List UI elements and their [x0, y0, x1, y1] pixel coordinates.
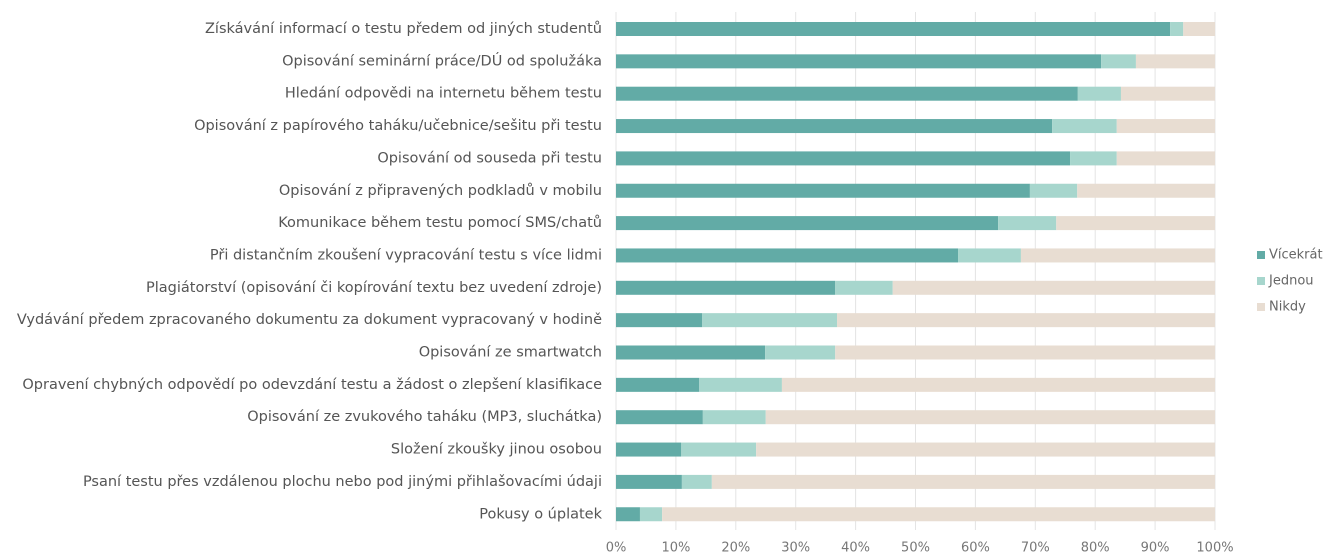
y-tick-label: Pokusy o úplatek [479, 506, 602, 522]
bar-segment [662, 507, 1215, 522]
bar-segment [998, 216, 1057, 231]
y-tick-label: Složení zkoušky jinou osobou [391, 442, 602, 458]
bar-segment [616, 183, 1030, 198]
bar-segment [1120, 86, 1215, 101]
bar-segment [639, 507, 663, 522]
bar-segment [616, 151, 1071, 166]
bar-segment [1077, 183, 1215, 198]
bar-segment [1116, 151, 1215, 166]
y-tick-label: Psaní testu přes vzdálenou plochu nebo p… [83, 474, 602, 490]
bar-segment [616, 86, 1078, 101]
bar-segment [702, 410, 766, 425]
y-tick-label: Opisování ze zvukového taháku (MP3, sluc… [247, 409, 602, 425]
bar-segment [616, 377, 700, 392]
bar-segment [1070, 151, 1117, 166]
x-tick-label: 20% [721, 541, 750, 554]
bar-segment [835, 280, 893, 295]
bar-segment [616, 119, 1053, 134]
bar-segment [756, 442, 1215, 457]
bar-segment [892, 280, 1215, 295]
bar-segment [616, 313, 703, 328]
x-tick-label: 80% [1081, 541, 1110, 554]
y-tick-label: Vydávání předem zpracovaného dokumentu z… [17, 312, 602, 328]
y-tick-label: Při distančním zkoušení vypracování test… [210, 247, 602, 263]
bar-segment [1029, 183, 1078, 198]
bar-segment [616, 248, 959, 263]
bar-segment [765, 410, 1215, 425]
bar-segment [1056, 216, 1215, 231]
bar-segment [1020, 248, 1215, 263]
bar-segment [616, 474, 682, 489]
y-tick-label: Opisování od souseda při testu [377, 150, 602, 166]
bar-segment [711, 474, 1215, 489]
bar-segment [781, 377, 1215, 392]
bar-segment [681, 442, 757, 457]
y-tick-label: Komunikace během testu pomocí SMS/chatů [278, 215, 602, 231]
bar-segment [765, 345, 836, 360]
legend-label: Jednou [1268, 274, 1314, 289]
bar-segment [958, 248, 1021, 263]
y-tick-label: Opravení chybných odpovědí po odevzdání … [22, 377, 602, 393]
y-tick-label: Opisování z připravených podkladů v mobi… [279, 183, 602, 199]
bar-segment [616, 280, 836, 295]
bar-segment [699, 377, 782, 392]
legend-swatch [1257, 251, 1265, 259]
bar-segment [1135, 54, 1215, 69]
x-tick-label: 70% [1021, 541, 1050, 554]
bar-segment [616, 216, 999, 231]
bar-segment [616, 410, 703, 425]
x-tick-label: 90% [1141, 541, 1170, 554]
x-tick-label: 0% [606, 541, 627, 554]
bar-segment [616, 345, 766, 360]
bar-segment [1170, 22, 1184, 36]
bar-segment [616, 22, 1171, 36]
y-tick-label: Opisování z papírového taháku/učebnice/s… [194, 118, 602, 134]
x-tick-label: 50% [901, 541, 930, 554]
bar-segment [837, 313, 1215, 328]
x-tick-label: 100% [1196, 541, 1233, 554]
y-tick-label: Opisování ze smartwatch [419, 345, 602, 361]
bar-segment [835, 345, 1215, 360]
x-tick-label: 10% [661, 541, 690, 554]
bar-segment [1183, 22, 1215, 36]
x-tick-label: 40% [841, 541, 870, 554]
y-tick-label: Plagiátorství (opisování či kopírování t… [146, 280, 602, 296]
bar-segment [616, 442, 682, 457]
legend-label: Vícekrát [1269, 248, 1323, 263]
bar-segment [1116, 119, 1215, 134]
bar-segment [1077, 86, 1121, 101]
bar-segment [616, 507, 640, 522]
y-tick-label: Hledání odpovědi na internetu během test… [285, 86, 602, 102]
bar-segment [681, 474, 712, 489]
bar-segment [616, 54, 1102, 69]
x-tick-label: 60% [961, 541, 990, 554]
bar-segment [1101, 54, 1136, 69]
legend-label: Nikdy [1269, 300, 1306, 315]
bar-segment [702, 313, 838, 328]
bar-segment [1052, 119, 1117, 134]
y-tick-label: Získávání informací o testu předem od ji… [205, 21, 602, 37]
legend-swatch [1257, 277, 1265, 285]
x-tick-label: 30% [781, 541, 810, 554]
y-tick-label: Opisování seminární práce/DÚ od spolužák… [282, 51, 602, 69]
legend-swatch [1257, 303, 1265, 311]
